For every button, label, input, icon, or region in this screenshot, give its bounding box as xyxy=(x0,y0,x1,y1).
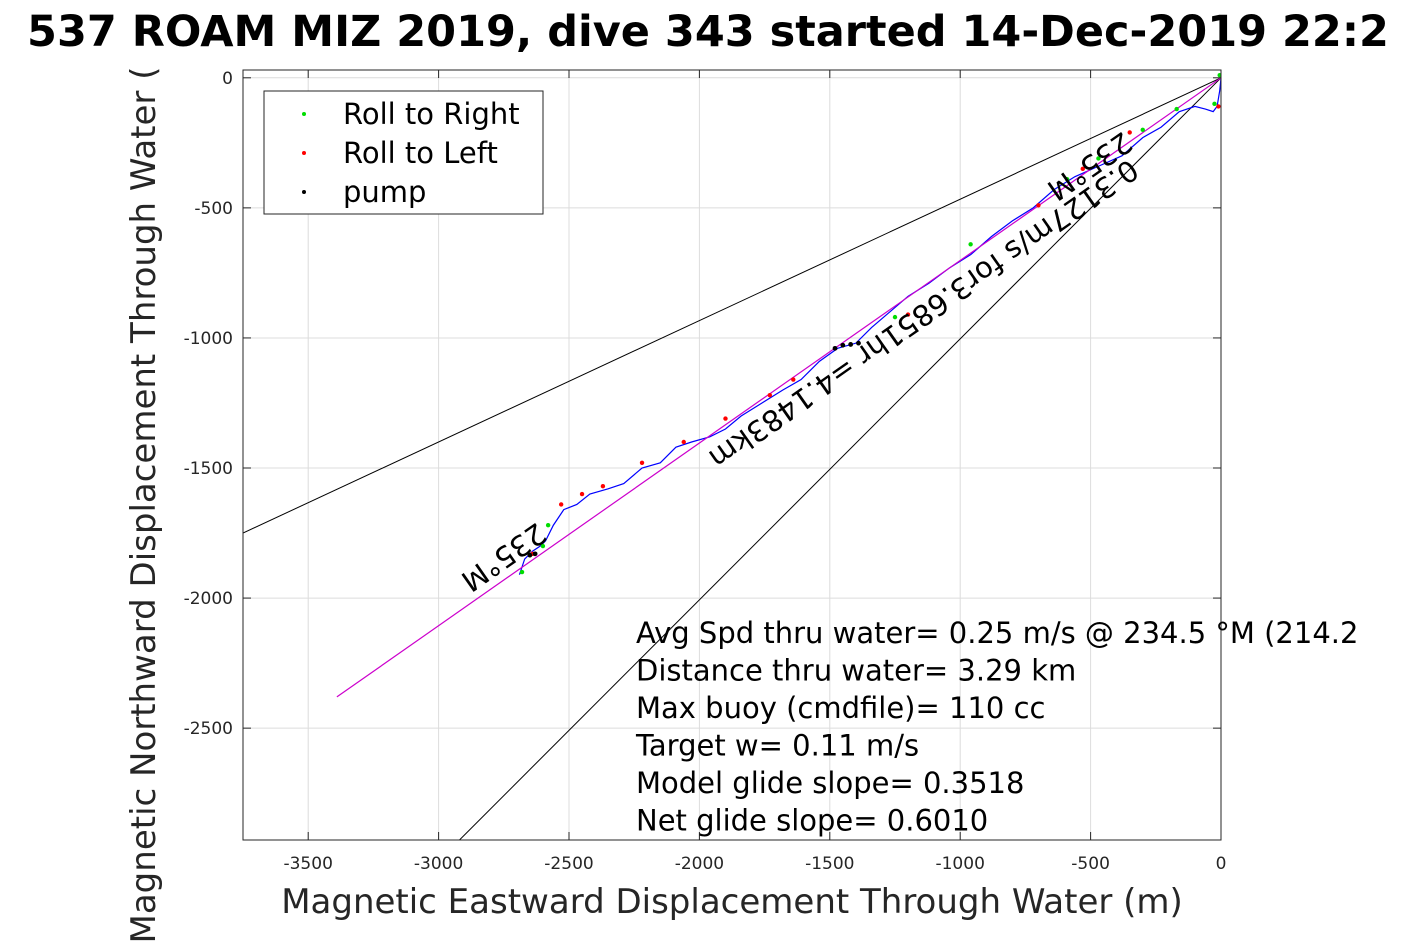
heading-bound-line xyxy=(459,77,1221,840)
marker-left xyxy=(681,439,686,445)
y-tick-label: -1000 xyxy=(184,329,233,349)
y-tick-label: -1500 xyxy=(184,459,233,479)
y-axis-label: Magnetic Northward Displacement Through … xyxy=(124,67,164,944)
marker-left xyxy=(767,392,773,398)
marker-pump xyxy=(532,551,538,557)
legend-marker-pump xyxy=(302,190,306,194)
stat-net-glide-slope: Net glide slope= 0.6010 xyxy=(636,804,988,838)
stat-model-glide-slope: Model glide slope= 0.3518 xyxy=(636,766,1024,800)
marker-left xyxy=(1036,203,1041,208)
x-tick-label: -1500 xyxy=(805,854,854,874)
marker-pump xyxy=(840,342,846,348)
marker-pump xyxy=(856,340,861,346)
legend-label-roll-left: Roll to Left xyxy=(343,136,498,170)
x-tick-label: -2000 xyxy=(675,854,724,874)
axes-box xyxy=(242,69,1222,841)
y-tick-label: -500 xyxy=(194,199,233,219)
marker-left xyxy=(558,502,564,507)
marker-right xyxy=(1140,127,1145,133)
heading-bound-line xyxy=(243,77,1221,534)
stats-text-block: Avg Spd thru water= 0.25 m/s @ 234.5 °M … xyxy=(635,616,1358,838)
marker-left xyxy=(905,312,911,317)
marker-right xyxy=(540,543,546,549)
marker-right xyxy=(1212,101,1217,107)
marker-left xyxy=(1127,130,1132,135)
x-tick-label: -1000 xyxy=(935,854,984,874)
y-tick-label: 0 xyxy=(222,69,233,89)
stat-max-buoy: Max buoy (cmdfile)= 110 cc xyxy=(636,691,1045,725)
marker-right xyxy=(892,314,898,320)
x-axis-label: Magnetic Eastward Displacement Through W… xyxy=(281,882,1183,922)
x-tick-label: -3500 xyxy=(283,854,332,874)
x-tick-label: -2500 xyxy=(544,854,593,874)
x-tick-label: 0 xyxy=(1216,854,1227,874)
marker-left xyxy=(639,460,645,466)
track-line xyxy=(518,77,1221,575)
legend-marker-roll-left xyxy=(302,151,306,155)
marker-right xyxy=(1064,177,1070,182)
marker-pump xyxy=(832,345,838,351)
marker-right xyxy=(1174,106,1179,112)
marker-pump xyxy=(527,552,533,558)
marker-right xyxy=(545,523,551,528)
chart-title: 537 ROAM MIZ 2019, dive 343 started 14-D… xyxy=(27,7,1389,57)
marker-left xyxy=(579,491,585,497)
stat-avg-speed: Avg Spd thru water= 0.25 m/s @ 234.5 °M … xyxy=(636,616,1358,650)
marker-left xyxy=(723,416,728,421)
plot-area xyxy=(243,73,1221,840)
x-tick-label: -500 xyxy=(1071,854,1110,874)
marker-right xyxy=(968,242,973,247)
marker-left xyxy=(600,484,606,489)
legend: Roll to Right Roll to Left pump xyxy=(263,90,544,215)
axis-ticks: -3500 -3000 -2500 -2000 -1500 -1000 -500 0 0 -500… xyxy=(184,69,1227,874)
y-tick-label: -2500 xyxy=(184,719,233,739)
marker-pump xyxy=(848,342,854,347)
stat-target-w: Target w= 0.11 m/s xyxy=(635,729,919,763)
marker-left xyxy=(1080,166,1085,172)
x-tick-label: -3000 xyxy=(414,854,463,874)
marker-right xyxy=(1096,156,1101,161)
marker-right xyxy=(519,569,525,575)
legend-label-roll-right: Roll to Right xyxy=(343,97,520,131)
y-tick-label: -2000 xyxy=(184,589,233,609)
legend-label-pump: pump xyxy=(343,175,426,209)
marker-left xyxy=(1216,104,1221,109)
stat-distance: Distance thru water= 3.29 km xyxy=(636,654,1076,688)
marker-left xyxy=(791,377,796,382)
legend-box xyxy=(263,90,544,215)
net-displacement-line xyxy=(336,77,1221,698)
legend-marker-roll-right xyxy=(302,112,306,116)
marker-right xyxy=(1217,73,1221,78)
